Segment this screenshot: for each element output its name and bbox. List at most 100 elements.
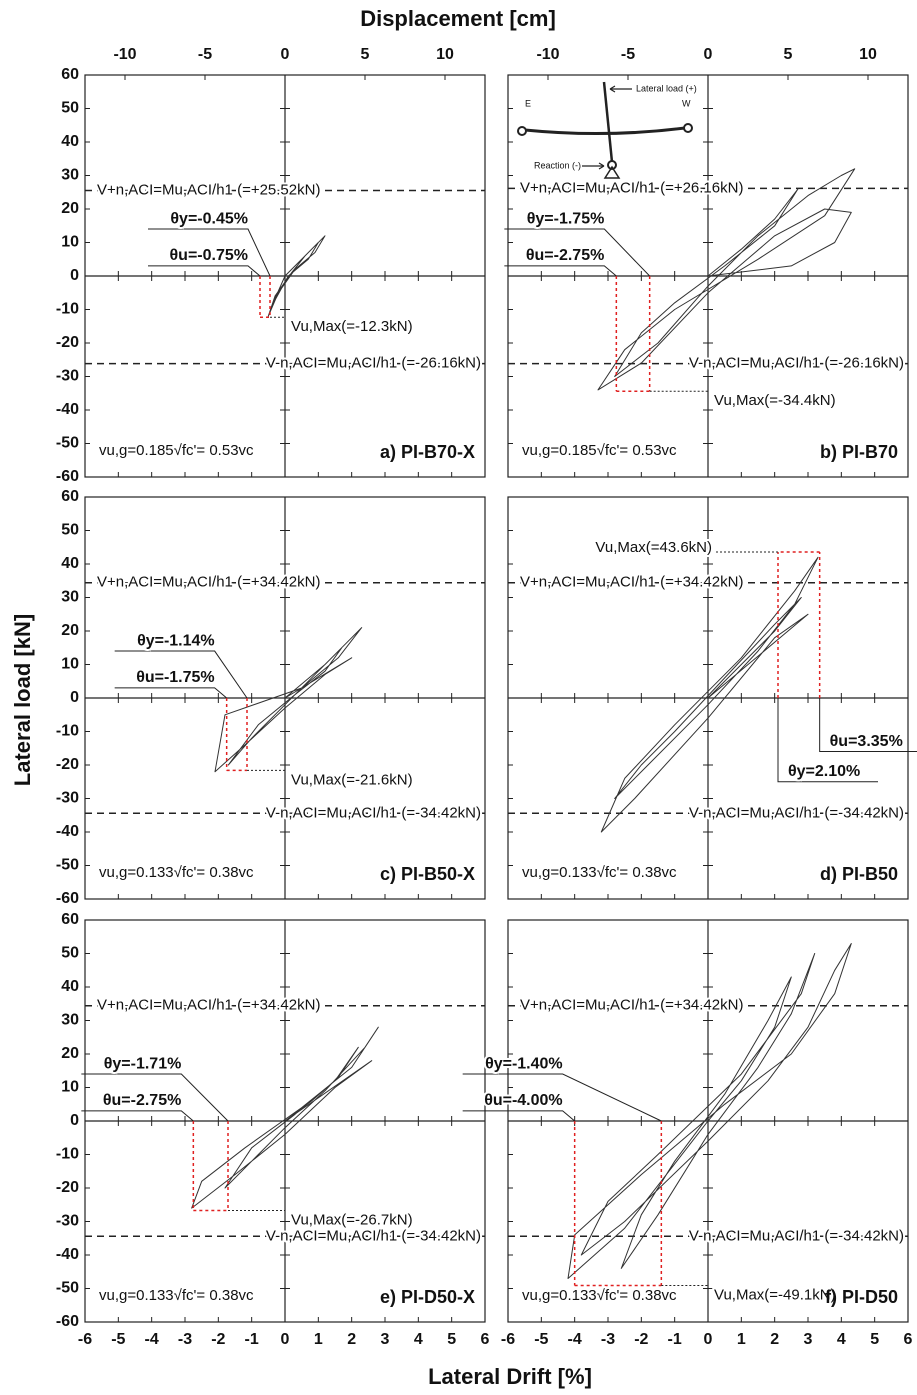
- x2-tick-label: -10: [113, 46, 136, 63]
- x2-tick-label: 10: [436, 46, 454, 63]
- x2-axis-title: Displacement [cm]: [360, 6, 556, 31]
- theta-label: θu=-0.75%: [170, 247, 248, 264]
- x-tick-label: -5: [534, 1331, 548, 1348]
- gravity-shear-note: vu,g=0.185√fc'= 0.53vc: [99, 442, 254, 459]
- y-tick-label: -40: [56, 1246, 79, 1263]
- panel-label: a) PI-B70-X: [380, 442, 475, 462]
- figure: Displacement [cm] Lateral load [kN] Late…: [0, 0, 917, 1395]
- panel-label: d) PI-B50: [820, 864, 898, 884]
- annotation: V+n,ACI=Mu,ACI/h1 (=+34.42kN): [520, 997, 743, 1014]
- theta-label: θu=-4.00%: [484, 1092, 562, 1109]
- y-tick-label: 50: [61, 100, 79, 117]
- theta-label: θy=2.10%: [788, 763, 860, 780]
- y-tick-label: -20: [56, 334, 79, 351]
- gravity-shear-note: vu,g=0.133√fc'= 0.38vc: [522, 1287, 677, 1304]
- x-tick-label: 1: [737, 1331, 746, 1348]
- x-tick-label: 3: [804, 1331, 813, 1348]
- y-tick-label: -30: [56, 790, 79, 807]
- annotation: V+n,ACI=Mu,ACI/h1 (=+26.16kN): [520, 179, 743, 196]
- annotation: V-n,ACI=Mu,ACI/h1 (=-26.16kN): [266, 355, 481, 372]
- y-tick-label: -30: [56, 368, 79, 385]
- annotation: Vu,Max(=-26.7kN): [291, 1211, 413, 1228]
- theta-label: θy=-0.45%: [170, 210, 248, 227]
- inset-label: W: [682, 98, 691, 108]
- y-tick-label: 50: [61, 522, 79, 539]
- leader-line: [148, 266, 260, 276]
- theta-label: θy=-1.71%: [104, 1055, 182, 1072]
- y-tick-label: -40: [56, 401, 79, 418]
- leader-line: [81, 1111, 193, 1121]
- x-tick-label: -6: [78, 1331, 92, 1348]
- x-tick-label: -1: [245, 1331, 259, 1348]
- y-tick-label: 10: [61, 1079, 79, 1096]
- theta-label: θy=-1.14%: [137, 632, 215, 649]
- x-tick-label: 5: [870, 1331, 879, 1348]
- y-tick-label: -60: [56, 468, 79, 485]
- inset-label: E: [525, 98, 531, 108]
- panel-label: f) PI-D50: [825, 1287, 898, 1307]
- x-tick-label: 6: [481, 1331, 490, 1348]
- x-tick-label: 1: [314, 1331, 323, 1348]
- y-tick-label: 60: [61, 911, 79, 928]
- annotation: V+n,ACI=Mu,ACI/h1 (=+25.52kN): [97, 181, 320, 198]
- x-axis-title: Lateral Drift [%]: [428, 1364, 592, 1389]
- y-tick-label: -30: [56, 1213, 79, 1230]
- y-tick-label: -20: [56, 756, 79, 773]
- gravity-shear-note: vu,g=0.133√fc'= 0.38vc: [99, 1287, 254, 1304]
- x2-tick-label: 5: [361, 46, 370, 63]
- inset-label: Lateral load (+): [636, 83, 697, 93]
- x-tick-label: 4: [414, 1331, 423, 1348]
- y-tick-label: 30: [61, 167, 79, 184]
- x2-tick-label: 0: [704, 46, 713, 63]
- y-tick-label: -10: [56, 1146, 79, 1163]
- hysteresis-curve: [215, 628, 362, 772]
- x-tick-label: -3: [178, 1331, 192, 1348]
- y-tick-label: 10: [61, 656, 79, 673]
- annotation: V-n,ACI=Mu,ACI/h1 (=-34.42kN): [266, 804, 481, 821]
- theta-label: θy=-1.40%: [485, 1055, 563, 1072]
- x2-tick-label: -10: [536, 46, 559, 63]
- annotation: V-n,ACI=Mu,ACI/h1 (=-34.42kN): [689, 804, 904, 821]
- y-tick-label: 0: [70, 267, 79, 284]
- annotation: Vu,Max(=-49.1kN): [714, 1286, 836, 1303]
- annotation: Vu,Max(=-12.3kN): [291, 318, 413, 335]
- x-tick-label: -1: [668, 1331, 682, 1348]
- hysteresis-curve: [601, 557, 818, 832]
- x-tick-label: 3: [381, 1331, 390, 1348]
- y-tick-label: -50: [56, 1280, 79, 1297]
- y-tick-label: 20: [61, 200, 79, 217]
- y-tick-label: 30: [61, 589, 79, 606]
- annotation: V-n,ACI=Mu,ACI/h1 (=-34.42kN): [266, 1227, 481, 1244]
- y-tick-label: 60: [61, 66, 79, 83]
- y-tick-label: -60: [56, 890, 79, 907]
- y-tick-label: 10: [61, 234, 79, 251]
- gravity-shear-note: vu,g=0.185√fc'= 0.53vc: [522, 442, 677, 459]
- x-tick-label: 0: [704, 1331, 713, 1348]
- x2-tick-label: 0: [281, 46, 290, 63]
- theta-label: θu=-2.75%: [526, 247, 604, 264]
- x-tick-label: 5: [447, 1331, 456, 1348]
- panel-label: b) PI-B70: [820, 442, 898, 462]
- x-tick-label: 6: [904, 1331, 913, 1348]
- y-tick-label: -20: [56, 1179, 79, 1196]
- y-tick-label: 60: [61, 488, 79, 505]
- y-tick-label: -50: [56, 857, 79, 874]
- x-tick-label: 4: [837, 1331, 846, 1348]
- y-tick-label: 40: [61, 555, 79, 572]
- annotation: V+n,ACI=Mu,ACI/h1 (=+34.42kN): [97, 574, 320, 591]
- y-tick-label: 20: [61, 1045, 79, 1062]
- annotation: V-n,ACI=Mu,ACI/h1 (=-34.42kN): [689, 1227, 904, 1244]
- y-tick-label: -10: [56, 301, 79, 318]
- x-tick-label: 2: [770, 1331, 779, 1348]
- x2-tick-label: -5: [621, 46, 635, 63]
- x-tick-label: -6: [501, 1331, 515, 1348]
- annotation: V-n,ACI=Mu,ACI/h1 (=-26.16kN): [689, 355, 904, 372]
- x-tick-label: -3: [601, 1331, 615, 1348]
- y-tick-label: -50: [56, 435, 79, 452]
- gravity-shear-note: vu,g=0.133√fc'= 0.38vc: [522, 864, 677, 881]
- leader-line: [504, 266, 616, 276]
- y-tick-label: -40: [56, 823, 79, 840]
- theta-label: θy=-1.75%: [527, 210, 605, 227]
- x-tick-label: -5: [111, 1331, 125, 1348]
- annotation: Vu,Max(=-21.6kN): [291, 771, 413, 788]
